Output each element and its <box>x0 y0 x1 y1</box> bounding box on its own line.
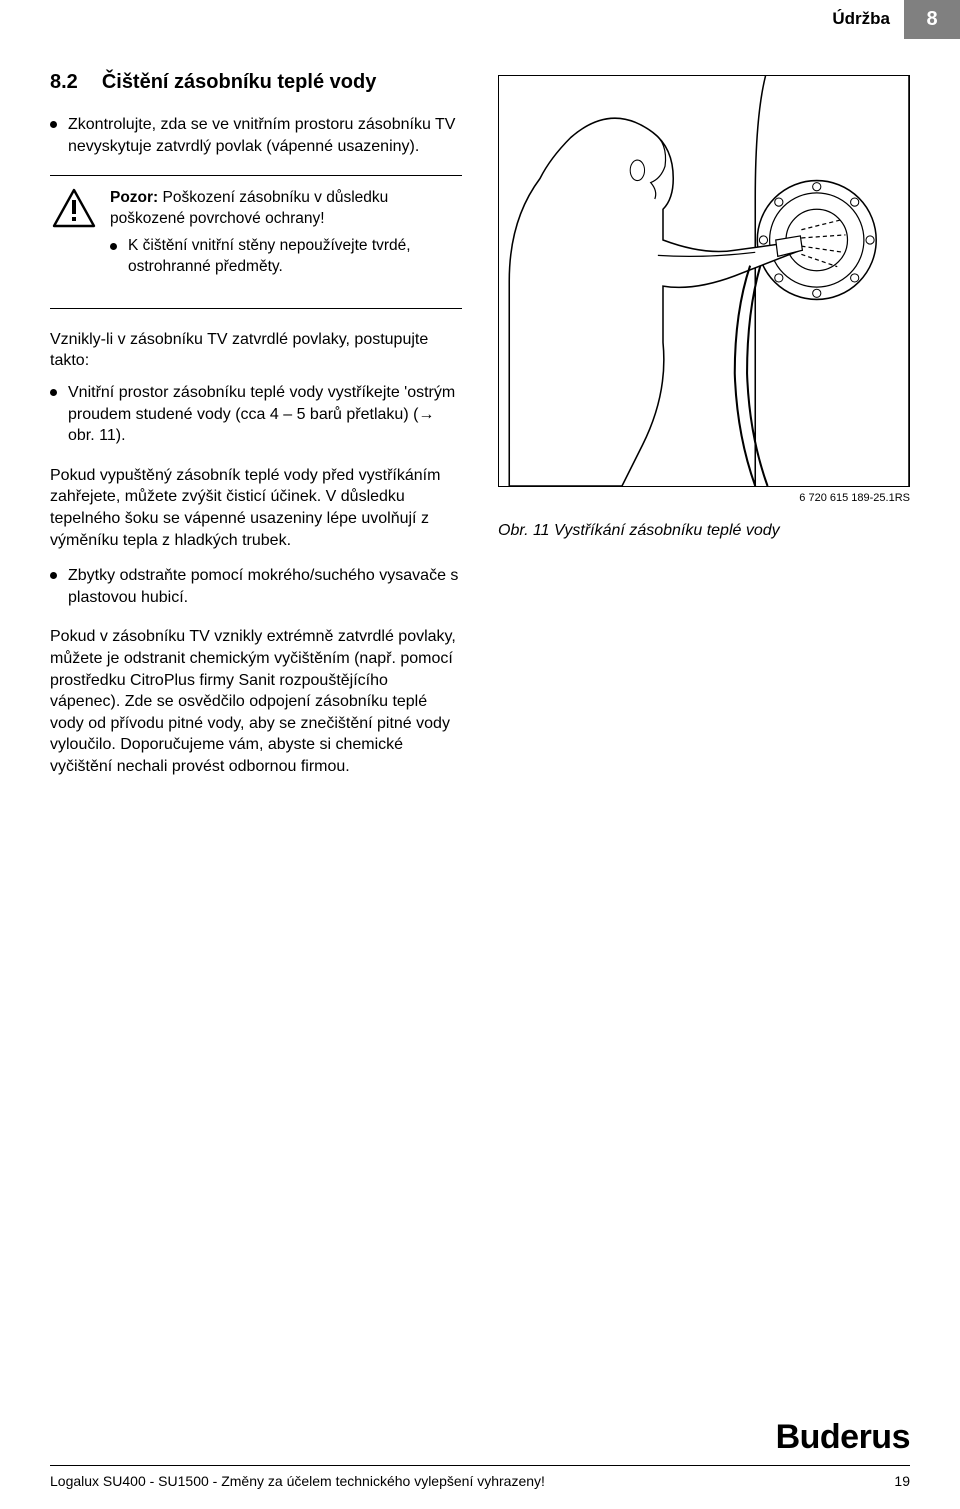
section-title: Čištění zásobníku teplé vody <box>102 69 377 96</box>
caution-content: Pozor: Poškození zásobníku v důsledku po… <box>110 188 456 296</box>
footer-page-number: 19 <box>894 1472 910 1491</box>
figure-caption: Obr. 11 Vystříkání zásobníku teplé vody <box>498 520 910 542</box>
caution-bullet-list: K čištění vnitřní stěny nepoužívejte tvr… <box>110 236 456 278</box>
right-column: 6 720 615 189-25.1RS Obr. 11 Vystříkání … <box>498 69 910 786</box>
caution-lead: Pozor: Poškození zásobníku v důsledku po… <box>110 188 456 230</box>
brand-logo: Buderus <box>50 1415 910 1461</box>
caution-lead-bold: Pozor: <box>110 189 158 206</box>
caution-bullet: K čištění vnitřní stěny nepoužívejte tvr… <box>110 236 456 278</box>
instruction-list-2: Zbytky odstraňte pomocí mokrého/suchého … <box>50 565 462 608</box>
figure-reference-number: 6 720 615 189-25.1RS <box>498 491 910 506</box>
left-column: 8.2 Čištění zásobníku teplé vody Zkontro… <box>50 69 462 786</box>
header-chapter-number: 8 <box>904 0 960 39</box>
section-number: 8.2 <box>50 69 78 96</box>
page-header: Údržba 8 <box>0 0 960 39</box>
header-section-title: Údržba <box>818 2 904 37</box>
figure-11 <box>498 75 910 487</box>
footer-doc-title: Logalux SU400 - SU1500 - Změny za účelem… <box>50 1472 545 1491</box>
instruction-list-1: Vnitřní prostor zásobníku teplé vody vys… <box>50 382 462 447</box>
para-1: Vznikly-li v zásobníku TV zatvrdlé povla… <box>50 329 462 372</box>
instruction-bullet-1: Vnitřní prostor zásobníku teplé vody vys… <box>50 382 462 447</box>
footer-divider <box>50 1465 910 1466</box>
instruction-bullet-2: Zbytky odstraňte pomocí mokrého/suchého … <box>50 565 462 608</box>
section-heading: 8.2 Čištění zásobníku teplé vody <box>50 69 462 96</box>
figure-illustration <box>499 76 909 486</box>
para-3: Pokud v zásobníku TV vznikly extrémně za… <box>50 626 462 777</box>
intro-bullet: Zkontrolujte, zda se ve vnitřním prostor… <box>50 114 462 157</box>
para-2: Pokud vypuštěný zásobník teplé vody před… <box>50 465 462 551</box>
intro-bullet-list: Zkontrolujte, zda se ve vnitřním prostor… <box>50 114 462 157</box>
caution-box: Pozor: Poškození zásobníku v důsledku po… <box>50 175 462 309</box>
page-footer: Buderus Logalux SU400 - SU1500 - Změny z… <box>50 1415 910 1491</box>
caution-icon <box>52 188 96 228</box>
